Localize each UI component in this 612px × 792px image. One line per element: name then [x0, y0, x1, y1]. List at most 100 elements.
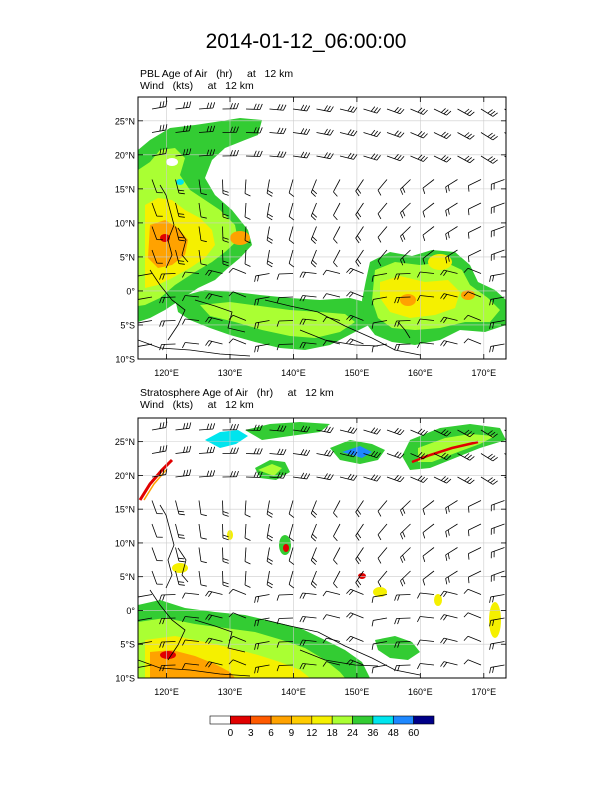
- wind-barb: [151, 124, 168, 133]
- wind-barb: [299, 342, 317, 349]
- wind-barb: [490, 500, 505, 512]
- wind-barb: [175, 202, 185, 218]
- wind-barb: [417, 592, 435, 599]
- wind-barb: [422, 547, 435, 562]
- wind-barb: [159, 320, 176, 327]
- wind-barb: [266, 570, 273, 589]
- wind-barb: [266, 500, 273, 518]
- wind-barb: [175, 148, 192, 157]
- wind-barb: [355, 226, 364, 244]
- lat-label: 15°N: [115, 184, 135, 194]
- wind-barb: [228, 588, 247, 595]
- wind-barb: [198, 423, 216, 431]
- wind-barb: [394, 320, 411, 327]
- wind-barb: [333, 523, 341, 542]
- wind-barb: [417, 295, 435, 302]
- lat-label: 10°N: [115, 218, 135, 228]
- wind-barb: [480, 132, 498, 141]
- colorbar-swatch: [392, 715, 414, 725]
- lon-label: 130°E: [218, 687, 243, 697]
- pbl-orange-east-2: [461, 290, 475, 300]
- wind-barb: [463, 267, 482, 274]
- wind-barb: [222, 547, 229, 564]
- wind-barb: [182, 616, 200, 623]
- wind-barb: [288, 500, 295, 518]
- wind-barb: [468, 523, 482, 537]
- colorbar-label: 24: [347, 728, 359, 739]
- wind-barb: [222, 179, 229, 196]
- wind-barb: [339, 152, 358, 160]
- strat-wind-barbs: [138, 421, 506, 674]
- wind-barb: [222, 149, 239, 157]
- wind-barb: [410, 154, 428, 162]
- wind-barb: [440, 316, 458, 323]
- wind-barb: [433, 476, 452, 484]
- wind-barb: [394, 273, 411, 280]
- wind-barb: [228, 291, 247, 298]
- strat-map-frame: [137, 417, 507, 679]
- wind-barb: [463, 291, 482, 298]
- wind-barb: [322, 614, 341, 620]
- wind-barb: [288, 249, 295, 268]
- pbl-orange-west: [148, 220, 188, 268]
- wind-barb: [159, 594, 176, 601]
- wind-barb: [228, 338, 247, 345]
- wind-barb: [377, 547, 388, 564]
- wind-barb: [422, 500, 435, 515]
- wind-barb: [205, 614, 223, 621]
- lat-label: 10°S: [115, 355, 135, 365]
- wind-barb: [245, 424, 263, 431]
- wind-barb: [363, 129, 381, 137]
- wind-barb: [457, 132, 475, 140]
- wind-barb: [159, 617, 176, 625]
- wind-barb: [333, 570, 341, 589]
- wind-barb: [205, 340, 223, 347]
- wind-barb: [463, 612, 482, 619]
- wind-barb: [371, 273, 388, 282]
- wind-barb: [205, 661, 223, 668]
- wind-barb: [417, 639, 435, 646]
- wind-barb: [198, 149, 216, 157]
- wind-barb: [222, 500, 229, 517]
- wind-barb: [400, 547, 411, 563]
- wind-barb: [175, 500, 185, 516]
- wind-barb: [198, 179, 207, 196]
- wind-barb: [463, 659, 482, 666]
- wind-barb: [299, 271, 317, 278]
- wind-barb: [394, 664, 411, 672]
- wind-barb: [244, 547, 251, 565]
- wind-barb: [339, 473, 358, 481]
- pbl-cyan-spot: [176, 179, 184, 185]
- wind-barb: [205, 637, 223, 644]
- wind-barb: [175, 547, 185, 563]
- lat-label: 5°S: [120, 640, 135, 650]
- wind-barb: [151, 570, 163, 585]
- wind-barb: [310, 226, 318, 244]
- wind-barb: [480, 476, 498, 485]
- wind-barb: [371, 343, 388, 353]
- wind-barb: [245, 127, 263, 134]
- lat-label: 25°N: [115, 116, 135, 126]
- wind-barb: [288, 547, 295, 565]
- pbl-axes: 25°N 20°N 15°N 10°N 5°N 0° 5°S 10°S 120°E 130°E 14…: [115, 97, 506, 378]
- wind-barb: [504, 132, 506, 135]
- wind-barb: [489, 320, 505, 329]
- wind-barb: [175, 101, 192, 110]
- wind-barb: [151, 421, 168, 431]
- wind-barb: [322, 293, 341, 299]
- wind-barb: [322, 661, 341, 667]
- wind-barb: [299, 295, 317, 302]
- wind-barb: [339, 105, 358, 113]
- wind-barb: [254, 594, 270, 603]
- pbl-map-frame: [137, 96, 507, 360]
- wind-barb: [363, 153, 381, 161]
- wind-barb: [355, 500, 364, 518]
- wind-barb: [445, 179, 458, 193]
- strat-title-line1: Stratosphere Age of Air (hr) at 12 km: [140, 387, 334, 399]
- wind-barb: [490, 179, 505, 191]
- wind-barb: [433, 452, 452, 460]
- wind-barb: [410, 475, 428, 483]
- wind-barb: [254, 664, 270, 674]
- wind-barb: [333, 202, 341, 221]
